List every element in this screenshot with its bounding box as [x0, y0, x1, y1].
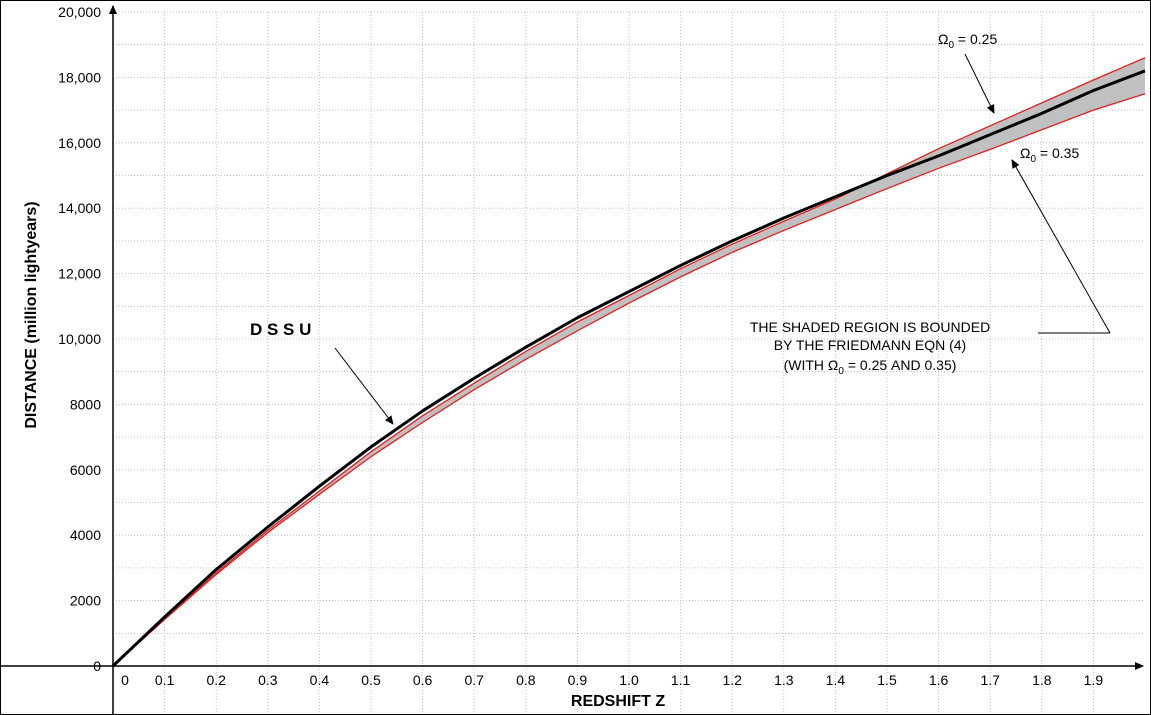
- x-tick-label: 1.7: [980, 672, 1000, 688]
- x-tick-label: 1.8: [1032, 672, 1052, 688]
- tick-labels: 0 0.1 0.2 0.3 0.4 0.5 0.6 0.7 0.8 0.9 1.0 1.1 1.2 1.3…: [58, 4, 1103, 688]
- x-tick-label: 1.4: [826, 672, 846, 688]
- y-tick-label: 20,000: [58, 4, 101, 20]
- dssu-arrow: [334, 347, 394, 425]
- x-axis-title: REDSHIFT Z: [571, 693, 665, 710]
- series-line-omega-025: [112, 57, 1146, 667]
- note-arrow-to-025: [1011, 159, 1111, 334]
- x-tick-label: 0.4: [310, 672, 330, 688]
- x-tick-label: 1.2: [722, 672, 742, 688]
- x-tick-label: 0: [121, 672, 129, 688]
- x-tick-label: 0.8: [516, 672, 536, 688]
- y-tick-label: 0: [93, 658, 101, 674]
- note-line-3: (WITH Ω0 = 0.25 AND 0.35): [784, 357, 957, 377]
- note-line-1: THE SHADED REGION IS BOUNDED: [750, 319, 990, 335]
- series-line-omega-035: [112, 93, 1146, 667]
- x-tick-label: 0.2: [206, 672, 226, 688]
- x-tick-label: 0.6: [413, 672, 433, 688]
- dssu-label: D S S U: [250, 320, 311, 339]
- x-tick-label: 0.7: [464, 672, 484, 688]
- y-tick-label: 4000: [70, 527, 101, 543]
- x-tick-label: 1.9: [1084, 672, 1104, 688]
- x-tick-label: 0.9: [568, 672, 588, 688]
- y-tick-label: 18,000: [58, 69, 101, 85]
- x-tick-label: 0.3: [258, 672, 278, 688]
- y-axis-title: DISTANCE (million lightyears): [23, 201, 40, 428]
- omega-035-label: Ω0 = 0.35: [1020, 145, 1079, 165]
- x-tick-label: 1.1: [671, 672, 691, 688]
- shaded-region: [113, 57, 1145, 666]
- y-tick-label: 2000: [70, 593, 101, 609]
- y-tick-label: 16,000: [58, 135, 101, 151]
- y-tick-label: 10,000: [58, 331, 101, 347]
- y-tick-label: 8000: [70, 396, 101, 412]
- y-tick-label: 12,000: [58, 266, 101, 282]
- series-line-dssu: [111, 69, 1146, 668]
- axes: [0, 5, 1144, 714]
- x-tick-label: 0.1: [155, 672, 175, 688]
- omega-025-label: Ω0 = 0.25: [938, 31, 997, 51]
- omega-025-arrow: [964, 53, 995, 114]
- x-tick-label: 1.0: [619, 672, 639, 688]
- gridlines: [113, 11, 1145, 712]
- y-tick-label: 6000: [70, 462, 101, 478]
- x-tick-label: 1.3: [774, 672, 794, 688]
- shaded-band: [113, 57, 1145, 666]
- x-tick-label: 1.6: [929, 672, 949, 688]
- series-lines: [111, 57, 1146, 668]
- x-tick-label: 0.5: [361, 672, 381, 688]
- x-tick-label: 1.5: [877, 672, 897, 688]
- note-line-2: BY THE FRIEDMANN EQN (4): [774, 337, 966, 353]
- y-tick-label: 14,000: [58, 200, 101, 216]
